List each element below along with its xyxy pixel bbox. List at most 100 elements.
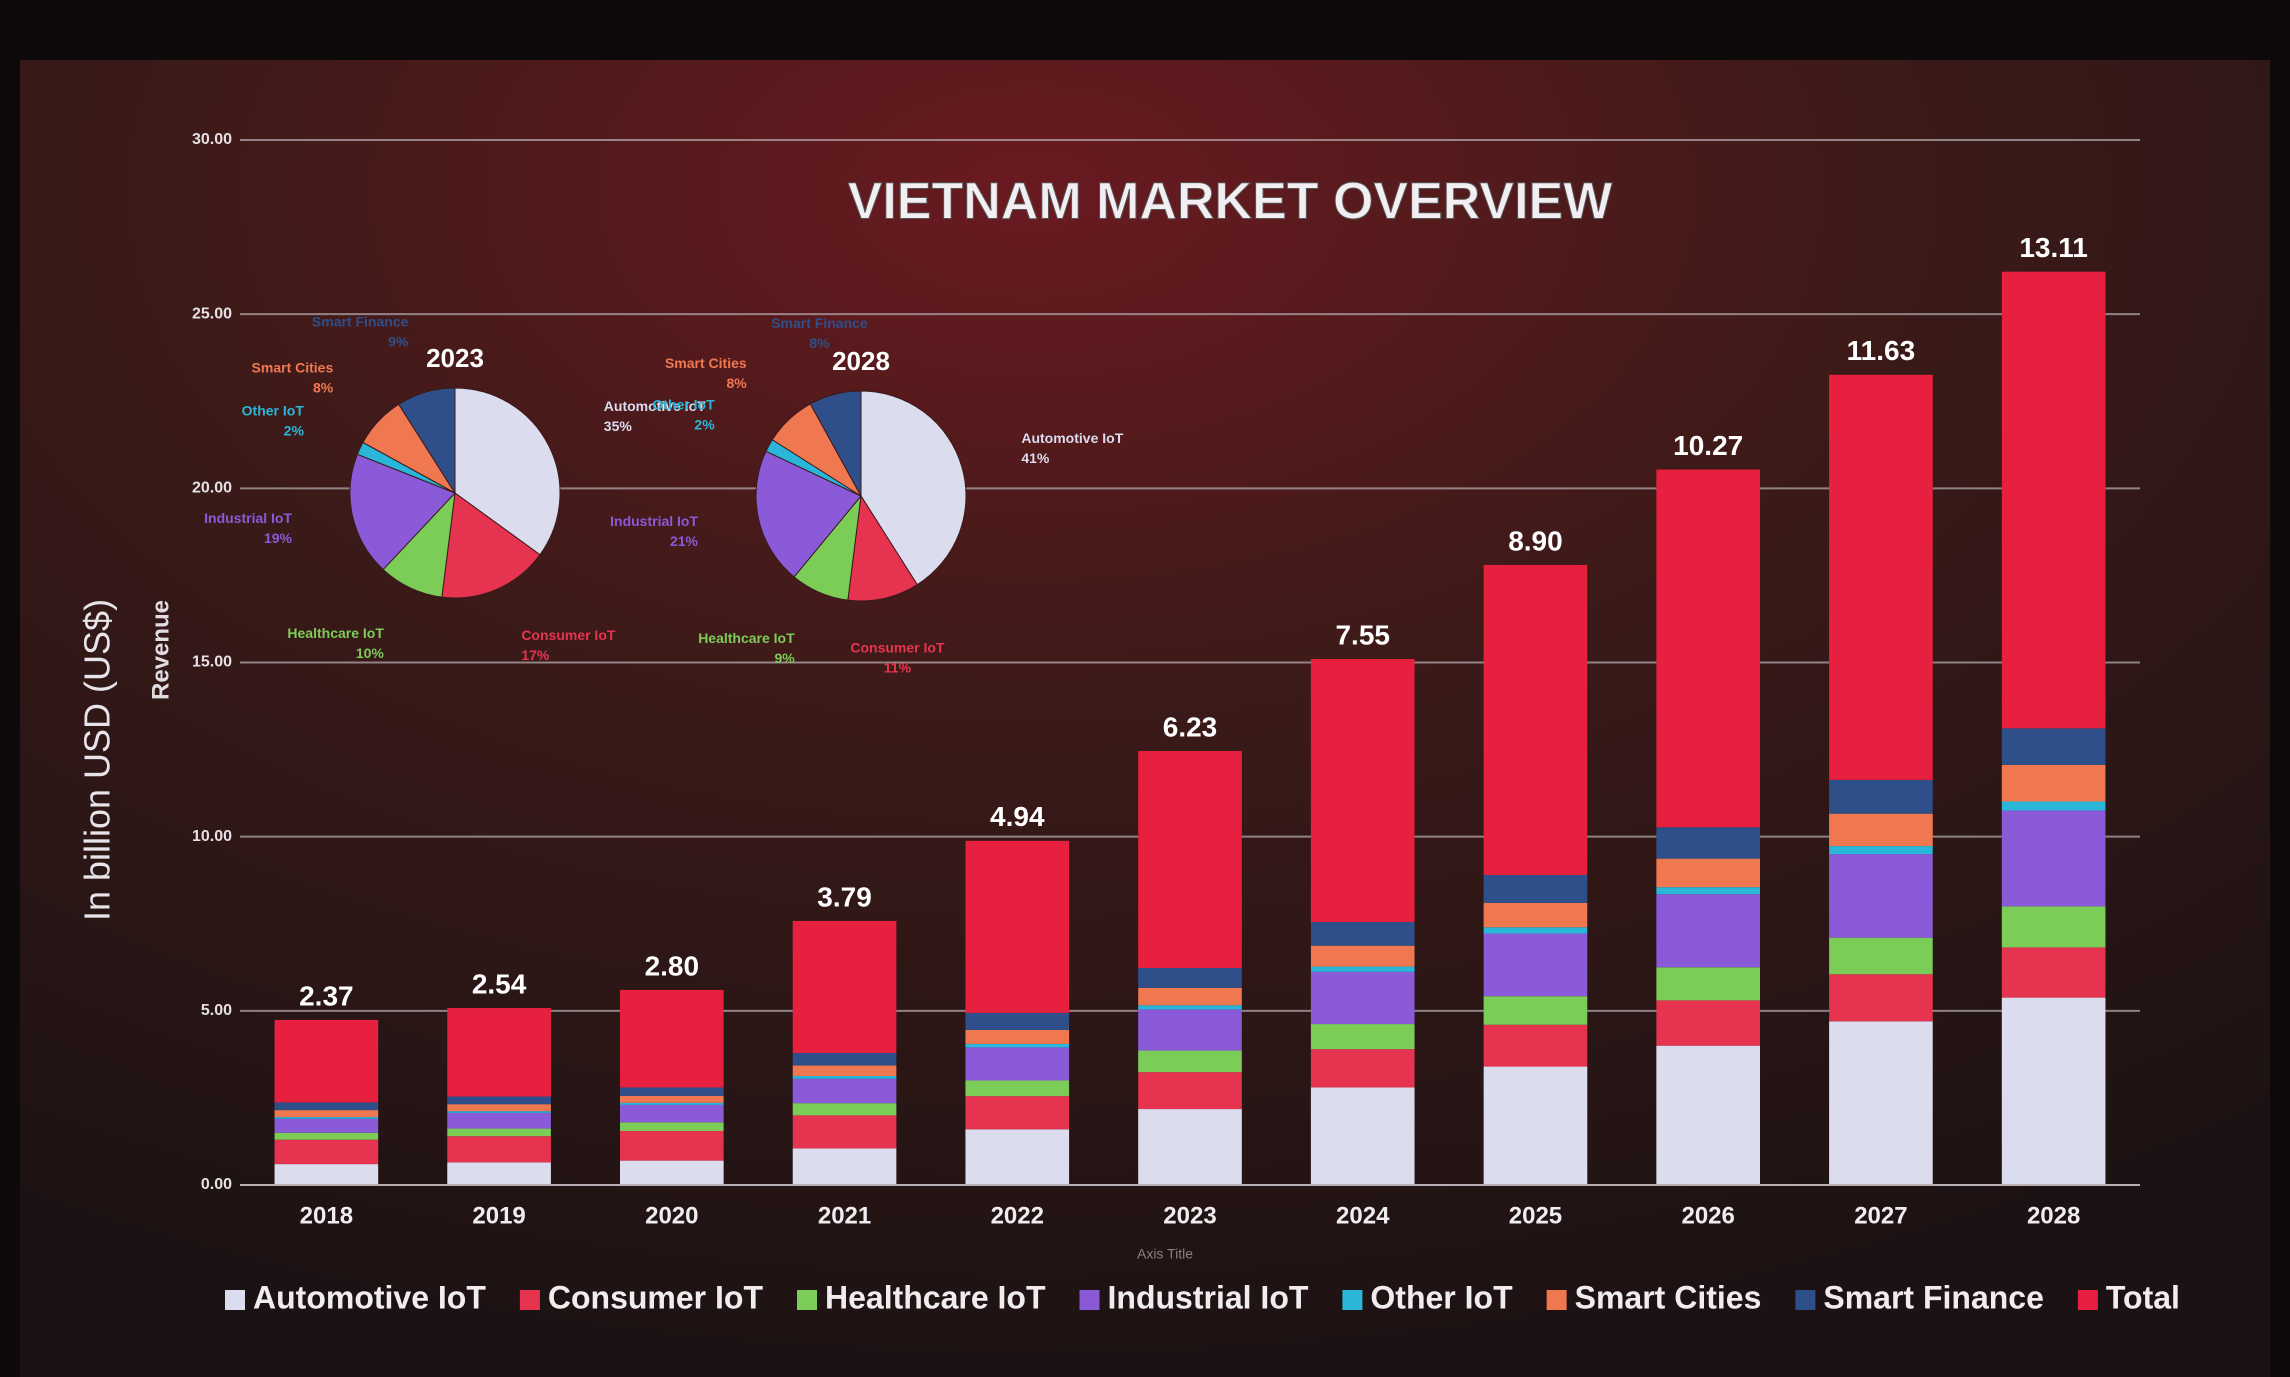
value-label: 2.54 [472, 968, 527, 999]
y-tick-label: 20.00 [192, 480, 232, 497]
x-axis-title: Axis Title [1137, 1246, 1193, 1262]
pie-value-label: 9% [388, 333, 409, 349]
bar-segment [1483, 933, 1588, 997]
bar-segment [1829, 374, 1933, 780]
pie-value-label: 8% [726, 375, 747, 391]
bar-segment [447, 1112, 551, 1129]
y-tick-label: 15.00 [192, 654, 232, 671]
bar-segment [1310, 1024, 1415, 1050]
bar-segment [1656, 887, 1760, 895]
value-label: 13.11 [2019, 232, 2088, 263]
bar-segment [620, 1160, 724, 1185]
bar-segment [620, 1131, 724, 1161]
bar-segment [447, 1136, 551, 1163]
pie-label: Other IoT [652, 396, 715, 412]
legend-label: Other IoT [1370, 1279, 1513, 1315]
value-label: 10.27 [1673, 430, 1743, 461]
bar-segment [274, 1118, 379, 1133]
pie-value-label: 21% [670, 533, 699, 549]
pie-label: Automotive IoT [604, 398, 706, 414]
bar-segment [1310, 971, 1415, 1025]
x-tick-label: 2019 [472, 1202, 525, 1229]
bar-segment [1829, 1021, 1933, 1185]
bar-segment [1483, 996, 1588, 1025]
x-tick-label: 2020 [645, 1202, 698, 1229]
bar-segment [1138, 1005, 1242, 1010]
x-tick-label: 2024 [1336, 1202, 1390, 1229]
bar-segment [1483, 564, 1588, 875]
pie-label: Smart Finance [312, 313, 409, 329]
pie-label: Other IoT [242, 403, 305, 419]
pie-value-label: 8% [313, 379, 334, 395]
bar-segment [1483, 927, 1588, 934]
bar-segment [2001, 947, 2106, 998]
y-tick-label: 10.00 [192, 828, 232, 845]
bar-segment [1829, 854, 1933, 938]
bar-segment [620, 1104, 724, 1123]
bar-segment [2001, 997, 2106, 1185]
bar-segment [447, 1111, 551, 1113]
bar-segment [1138, 1072, 1242, 1110]
pie-slice [454, 387, 561, 556]
value-label: 2.80 [645, 950, 700, 981]
x-tick-label: 2025 [1509, 1202, 1562, 1229]
bar-segment [1138, 987, 1242, 1006]
legend-label: Consumer IoT [548, 1279, 764, 1315]
bar-segment [1138, 967, 1242, 988]
bar-segment [620, 989, 724, 1088]
x-tick-label: 2018 [300, 1202, 353, 1229]
pie-value-label: 9% [774, 650, 795, 666]
bar-segment [1656, 894, 1760, 968]
pie-value-label: 19% [264, 530, 293, 546]
legend-label: Automotive IoT [253, 1279, 486, 1315]
legend-swatch [1342, 1290, 1363, 1310]
y-tick-label: 5.00 [201, 1002, 232, 1019]
legend-swatch [2077, 1290, 2098, 1310]
value-label: 3.79 [817, 881, 872, 912]
value-label: 7.55 [1335, 619, 1390, 650]
bar-segment [447, 1104, 551, 1112]
pie-value-label: 41% [1021, 450, 1050, 466]
legend-swatch [519, 1290, 540, 1310]
y-tick-label: 0.00 [201, 1176, 232, 1193]
value-label: 11.63 [1847, 335, 1916, 366]
y-axis-subtitle: Revenue [147, 600, 174, 700]
pie-label: Healthcare IoT [698, 630, 795, 646]
pie-value-label: 10% [356, 645, 385, 661]
y-axis-title: In billion USD (US$) [77, 599, 118, 921]
bar-segment [1656, 469, 1760, 828]
x-tick-label: 2023 [1163, 1202, 1216, 1229]
legend-label: Industrial IoT [1108, 1279, 1309, 1315]
pie-value-label: 11% [884, 660, 912, 676]
value-label: 2.37 [299, 980, 354, 1011]
bar-segment [447, 1128, 551, 1137]
bar-segment [274, 1117, 379, 1119]
legend-label: Smart Cities [1575, 1279, 1762, 1315]
bar-segment [2001, 810, 2106, 907]
x-tick-label: 2026 [1681, 1202, 1734, 1229]
pie-label: Healthcare IoT [287, 625, 384, 641]
pie-label: Industrial IoT [610, 513, 698, 529]
bar-segment [1656, 1045, 1760, 1185]
bar-segment [792, 1103, 897, 1116]
pie-slice [398, 387, 456, 495]
bar-segment [965, 1080, 1070, 1097]
pie-label: Smart Finance [771, 315, 868, 331]
bar-segment [1138, 1009, 1242, 1051]
legend-swatch [1079, 1290, 1100, 1310]
bar-segment [965, 1129, 1070, 1185]
bar-segment [274, 1164, 379, 1185]
pie-slice [847, 494, 918, 602]
bar-segment [1656, 858, 1760, 888]
bar-segment [1483, 902, 1588, 928]
bar-segment [2001, 271, 2106, 729]
legend-label: Healthcare IoT [825, 1279, 1046, 1315]
bar-segment [1310, 922, 1415, 946]
bar-segment [792, 920, 897, 1053]
bar-segment [2001, 728, 2106, 765]
bar-segment [965, 1012, 1070, 1030]
pie-slice [441, 492, 541, 599]
bar-segment [1829, 813, 1933, 847]
value-label: 4.94 [990, 801, 1045, 832]
bar-segment [1829, 779, 1933, 814]
